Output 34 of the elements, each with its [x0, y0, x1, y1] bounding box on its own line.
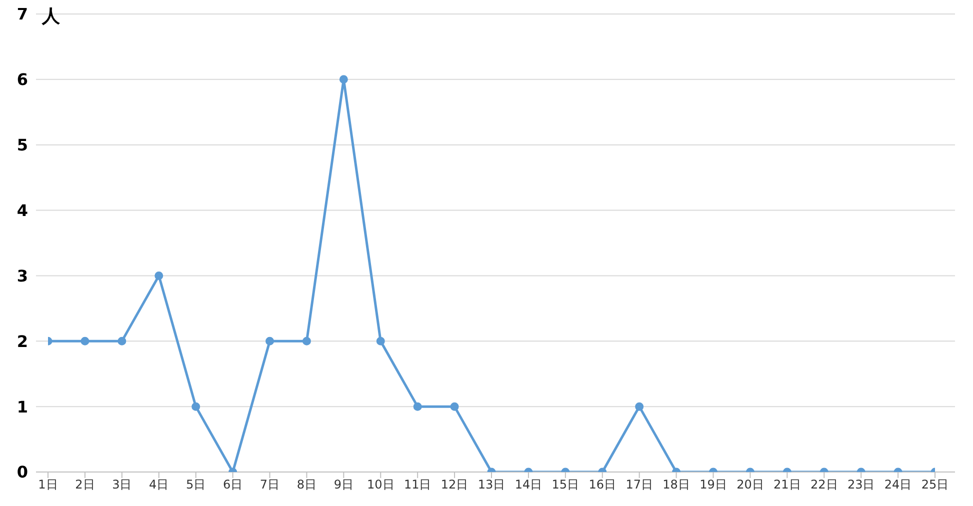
x-tick-label: 12日 [440, 478, 468, 492]
x-tick-label: 7日 [260, 478, 280, 492]
y-tick-label: 4 [16, 200, 28, 220]
y-axis-title: 人 [42, 5, 60, 28]
x-tick-label: 2日 [75, 478, 95, 492]
x-tick-label: 24日 [884, 478, 912, 492]
x-tick-label: 6日 [222, 478, 243, 492]
x-tick-label: 25日 [921, 478, 949, 492]
y-tick-label: 0 [16, 462, 28, 482]
x-tick-label: 1日 [38, 478, 58, 492]
y-tick-label: 7 [16, 4, 28, 24]
x-tick-label: 19日 [700, 478, 727, 492]
y-tick-label: 5 [16, 136, 28, 155]
y-tick-label: 6 [16, 70, 28, 90]
y-tick-label: 2 [16, 332, 28, 351]
x-tick-label: 5日 [186, 478, 206, 492]
x-tick-label: 22日 [810, 478, 838, 492]
y-tick-label: 1 [16, 397, 28, 416]
x-tick-label: 18日 [662, 478, 690, 492]
x-tick-label: 13日 [478, 478, 506, 492]
x-tick-label: 3日 [112, 478, 132, 492]
x-tick-label: 14日 [514, 478, 542, 492]
x-tick-label: 8日 [296, 478, 317, 492]
x-tick-label: 20日 [736, 478, 764, 492]
x-tick-label: 17日 [626, 478, 653, 492]
x-tick-label: 4日 [149, 478, 169, 492]
x-tick-label: 16日 [588, 478, 616, 492]
x-tick-label: 21日 [774, 478, 801, 492]
x-tick-label: 11日 [404, 478, 432, 492]
y-tick-label: 3 [16, 266, 28, 286]
x-tick-label: 23日 [847, 478, 875, 492]
x-tick-label: 15日 [552, 478, 580, 492]
x-tick-label: 9日 [334, 478, 354, 492]
x-tick-label: 10日 [366, 478, 394, 492]
